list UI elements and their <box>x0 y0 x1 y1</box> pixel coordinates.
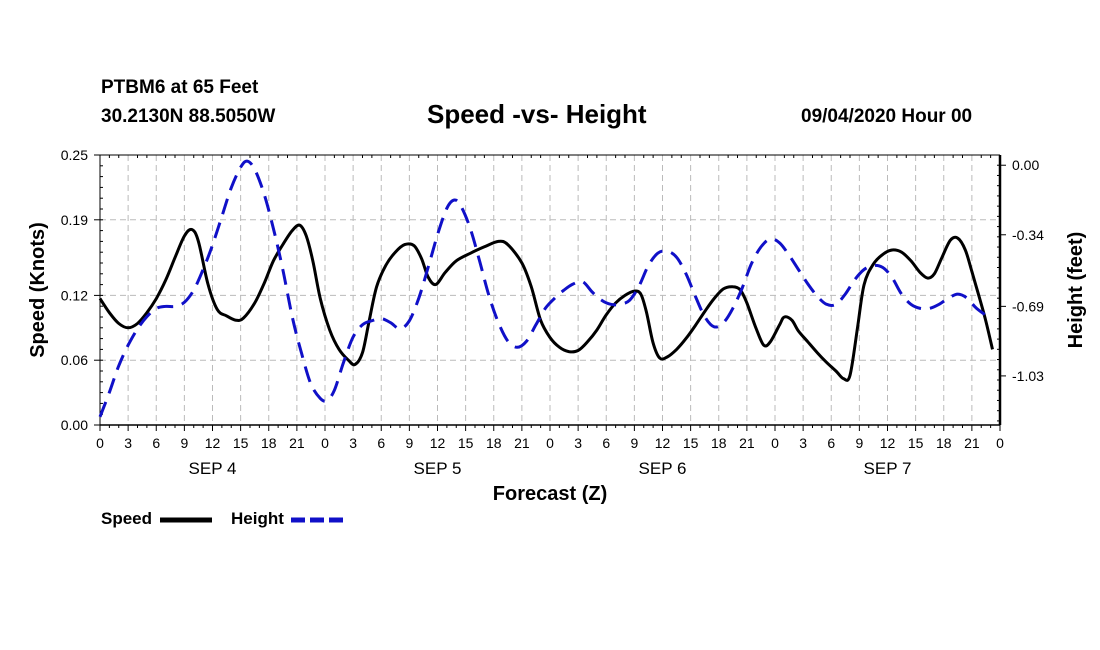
x-tick-label: 18 <box>711 435 727 451</box>
x-axis-title: Forecast (Z) <box>493 483 607 505</box>
x-tick-label: 15 <box>908 435 924 451</box>
y-right-axis-title: Height (feet) <box>1065 232 1087 349</box>
y-left-tick-label: 0.19 <box>61 212 88 228</box>
y-left-tick-label: 0.06 <box>61 352 88 368</box>
legend-height-label: Height <box>231 509 284 528</box>
day-label: SEP 7 <box>864 459 912 478</box>
x-tick-label: 3 <box>349 435 357 451</box>
x-tick-label: 12 <box>430 435 446 451</box>
y-right-tick-label: -1.03 <box>1012 368 1044 384</box>
y-right-tick-label: 0.00 <box>1012 157 1039 173</box>
y-right-tick-label: -0.34 <box>1012 227 1044 243</box>
x-tick-label: 6 <box>152 435 160 451</box>
x-tick-label: 21 <box>739 435 755 451</box>
x-tick-label: 12 <box>205 435 221 451</box>
y-left-tick-label: 0.25 <box>61 147 88 163</box>
x-tick-label: 15 <box>683 435 699 451</box>
x-tick-label: 21 <box>289 435 305 451</box>
x-tick-label: 0 <box>996 435 1004 451</box>
x-tick-label: 3 <box>799 435 807 451</box>
x-tick-label: 9 <box>180 435 188 451</box>
x-tick-label: 0 <box>321 435 329 451</box>
legend-speed: Speed <box>101 509 152 529</box>
x-tick-label: 18 <box>261 435 277 451</box>
series-line-speed <box>98 223 994 382</box>
legend-height: Height <box>231 509 284 529</box>
y-left-axis-title: Speed (Knots) <box>27 222 49 358</box>
x-tick-label: 6 <box>377 435 385 451</box>
day-label: SEP 6 <box>639 459 687 478</box>
x-tick-label: 18 <box>486 435 502 451</box>
day-label: SEP 4 <box>189 459 237 478</box>
series-line-height <box>98 159 992 418</box>
y-left-tick-label: 0.12 <box>61 287 88 303</box>
x-tick-label: 0 <box>96 435 104 451</box>
x-tick-label: 18 <box>936 435 952 451</box>
x-tick-label: 0 <box>546 435 554 451</box>
y-left-tick-label: 0.00 <box>61 417 88 433</box>
x-tick-label: 21 <box>964 435 980 451</box>
chart-title: Speed -vs- Height <box>427 99 647 129</box>
x-tick-label: 9 <box>855 435 863 451</box>
x-tick-label: 9 <box>405 435 413 451</box>
x-tick-label: 0 <box>771 435 779 451</box>
x-tick-label: 21 <box>514 435 530 451</box>
station-label: PTBM6 at 65 Feet <box>101 77 259 98</box>
x-tick-label: 6 <box>827 435 835 451</box>
x-tick-label: 6 <box>602 435 610 451</box>
y-right-tick-label: -0.69 <box>1012 298 1044 314</box>
day-label: SEP 5 <box>414 459 462 478</box>
legend-speed-label: Speed <box>101 509 153 528</box>
x-tick-label: 3 <box>574 435 582 451</box>
coordinates-label: 30.2130N 88.5050W <box>101 106 276 127</box>
x-tick-label: 15 <box>458 435 474 451</box>
x-tick-label: 15 <box>233 435 249 451</box>
forecast-date-label: 09/04/2020 Hour 00 <box>801 106 973 127</box>
x-tick-label: 3 <box>124 435 132 451</box>
x-tick-label: 12 <box>655 435 671 451</box>
x-tick-label: 9 <box>630 435 638 451</box>
x-tick-label: 12 <box>880 435 896 451</box>
